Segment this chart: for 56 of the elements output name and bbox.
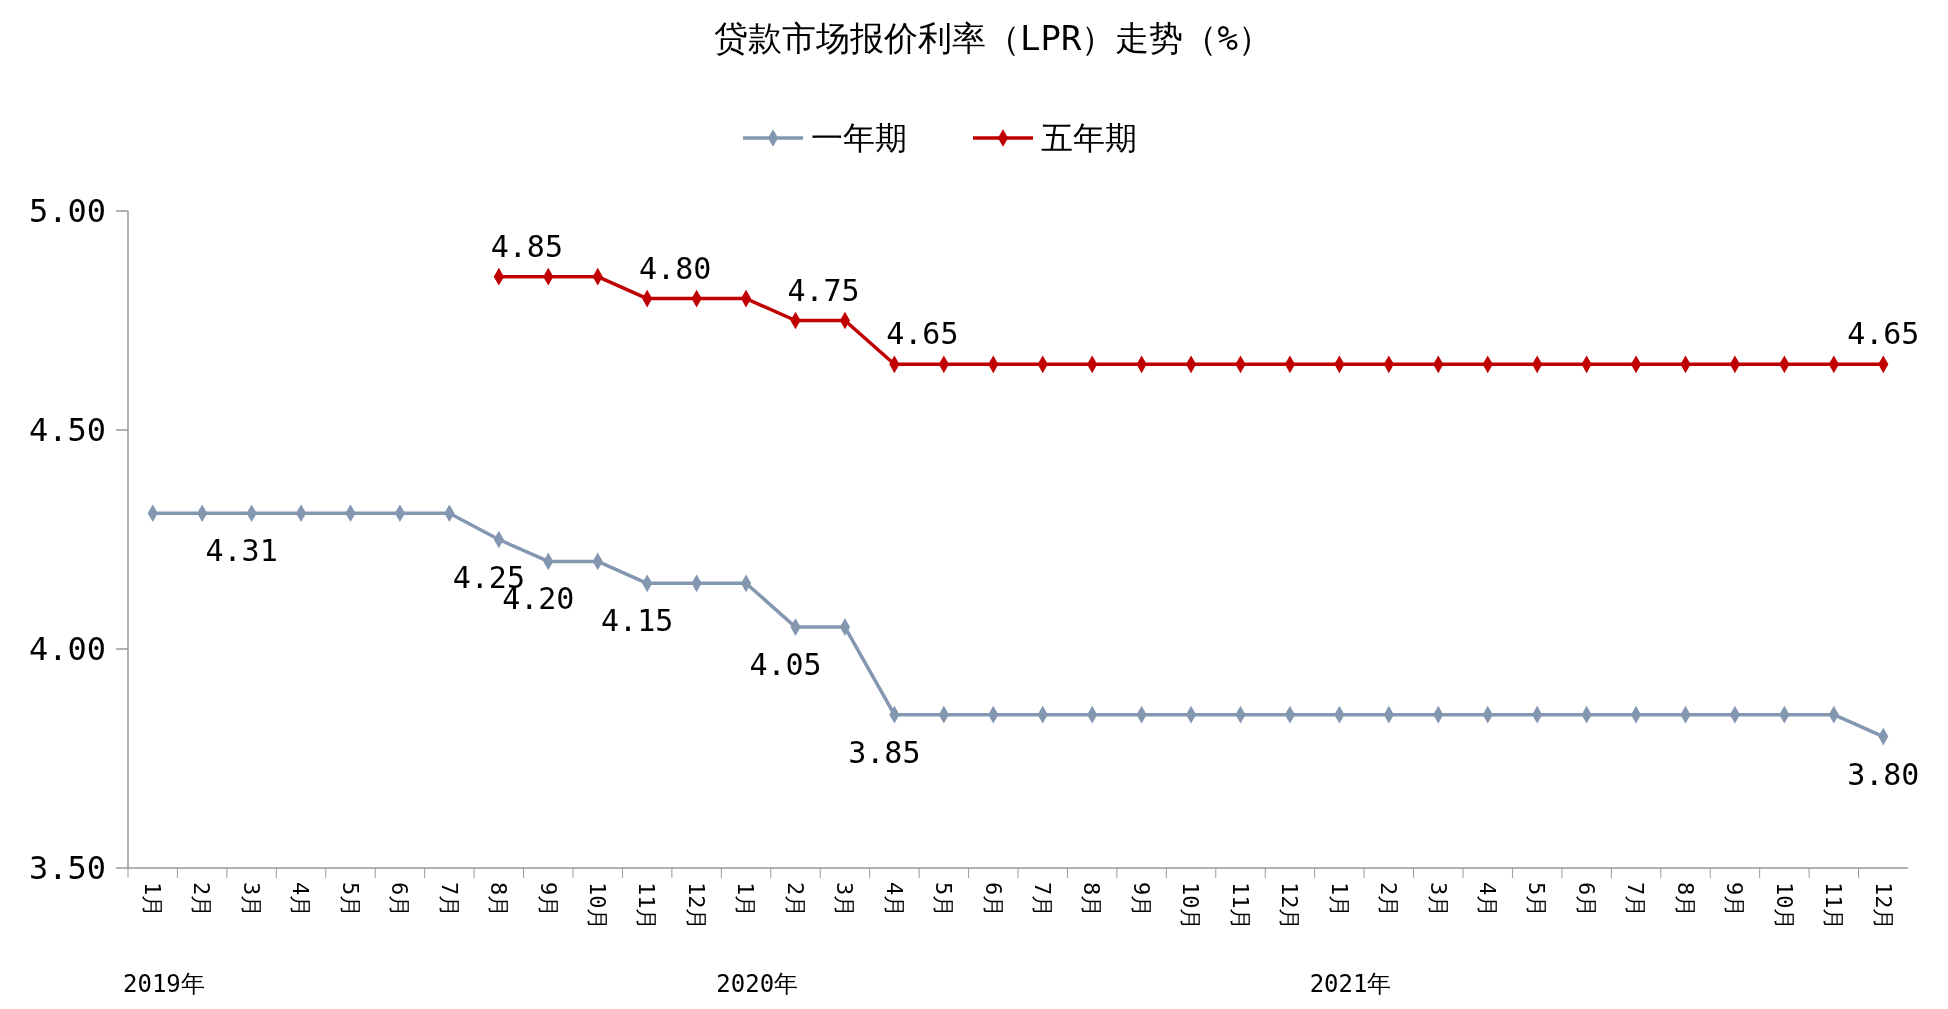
x-tick-label: 12月 <box>1870 882 1896 931</box>
data-label: 4.65 <box>1847 316 1920 352</box>
text: 2019年 <box>123 970 205 998</box>
data-label: 4.75 <box>787 272 860 308</box>
x-tick-label: 4月 <box>1475 882 1501 918</box>
x-tick-label: 7月 <box>1623 882 1649 918</box>
x-tick-label: 9月 <box>1722 882 1748 918</box>
x-tick-label: 11月 <box>1821 882 1847 931</box>
data-label: 4.85 <box>490 228 563 264</box>
x-tick-label: 9月 <box>1128 882 1154 918</box>
x-tick-label: 2月 <box>189 882 215 918</box>
x-tick-label: 5月 <box>337 882 363 918</box>
x-tick-label: 7月 <box>436 882 462 918</box>
data-label: 4.80 <box>639 250 712 286</box>
x-tick-label: 10月 <box>1771 882 1797 931</box>
x-tick-label: 6月 <box>980 882 1006 918</box>
x-tick-label: 5月 <box>931 882 957 918</box>
x-tick-label: 1月 <box>733 882 759 918</box>
data-label: 3.85 <box>848 734 921 770</box>
x-tick-label: 11月 <box>1227 882 1253 931</box>
x-tick-label: 3月 <box>1425 882 1451 918</box>
data-label: 4.31 <box>205 533 278 569</box>
x-tick-label: 8月 <box>1672 882 1698 918</box>
x-tick-label: 8月 <box>486 882 512 918</box>
x-tick-label: 10月 <box>585 882 611 931</box>
y-tick-label: 5.00 <box>28 192 106 231</box>
x-tick-label: 2月 <box>1376 882 1402 918</box>
text: 2020年 <box>716 970 799 998</box>
x-tick-label: 5月 <box>1524 882 1550 918</box>
x-tick-label: 1月 <box>140 882 166 918</box>
text: 2021年 <box>1309 970 1392 998</box>
x-tick-label: 3月 <box>832 882 858 918</box>
x-tick-label: 11月 <box>634 882 660 931</box>
x-tick-label: 4月 <box>881 882 907 918</box>
x-tick-label: 8月 <box>1079 882 1105 918</box>
y-tick-label: 3.50 <box>28 849 106 888</box>
data-label: 4.05 <box>749 647 822 683</box>
x-tick-label: 2月 <box>782 882 808 918</box>
x-tick-label: 3月 <box>238 882 264 918</box>
legend-label: 五年期 <box>1041 119 1137 158</box>
x-tick-label: 6月 <box>1573 882 1599 918</box>
x-tick-label: 9月 <box>535 882 561 918</box>
data-label: 3.80 <box>1847 756 1920 792</box>
legend-label: 一年期 <box>811 119 907 158</box>
data-label: 4.65 <box>886 316 959 352</box>
x-tick-label: 12月 <box>1277 882 1303 931</box>
data-label: 4.15 <box>601 603 674 639</box>
x-tick-label: 6月 <box>387 882 413 918</box>
x-tick-label: 10月 <box>1178 882 1204 931</box>
x-tick-label: 4月 <box>288 882 314 918</box>
y-tick-label: 4.00 <box>28 630 106 669</box>
chart-title: 贷款市场报价利率（LPR）走势（%） <box>714 18 1272 58</box>
x-tick-label: 1月 <box>1326 882 1352 918</box>
y-tick-label: 4.50 <box>28 411 106 450</box>
x-tick-label: 7月 <box>1030 882 1056 918</box>
x-tick-label: 12月 <box>683 882 709 931</box>
